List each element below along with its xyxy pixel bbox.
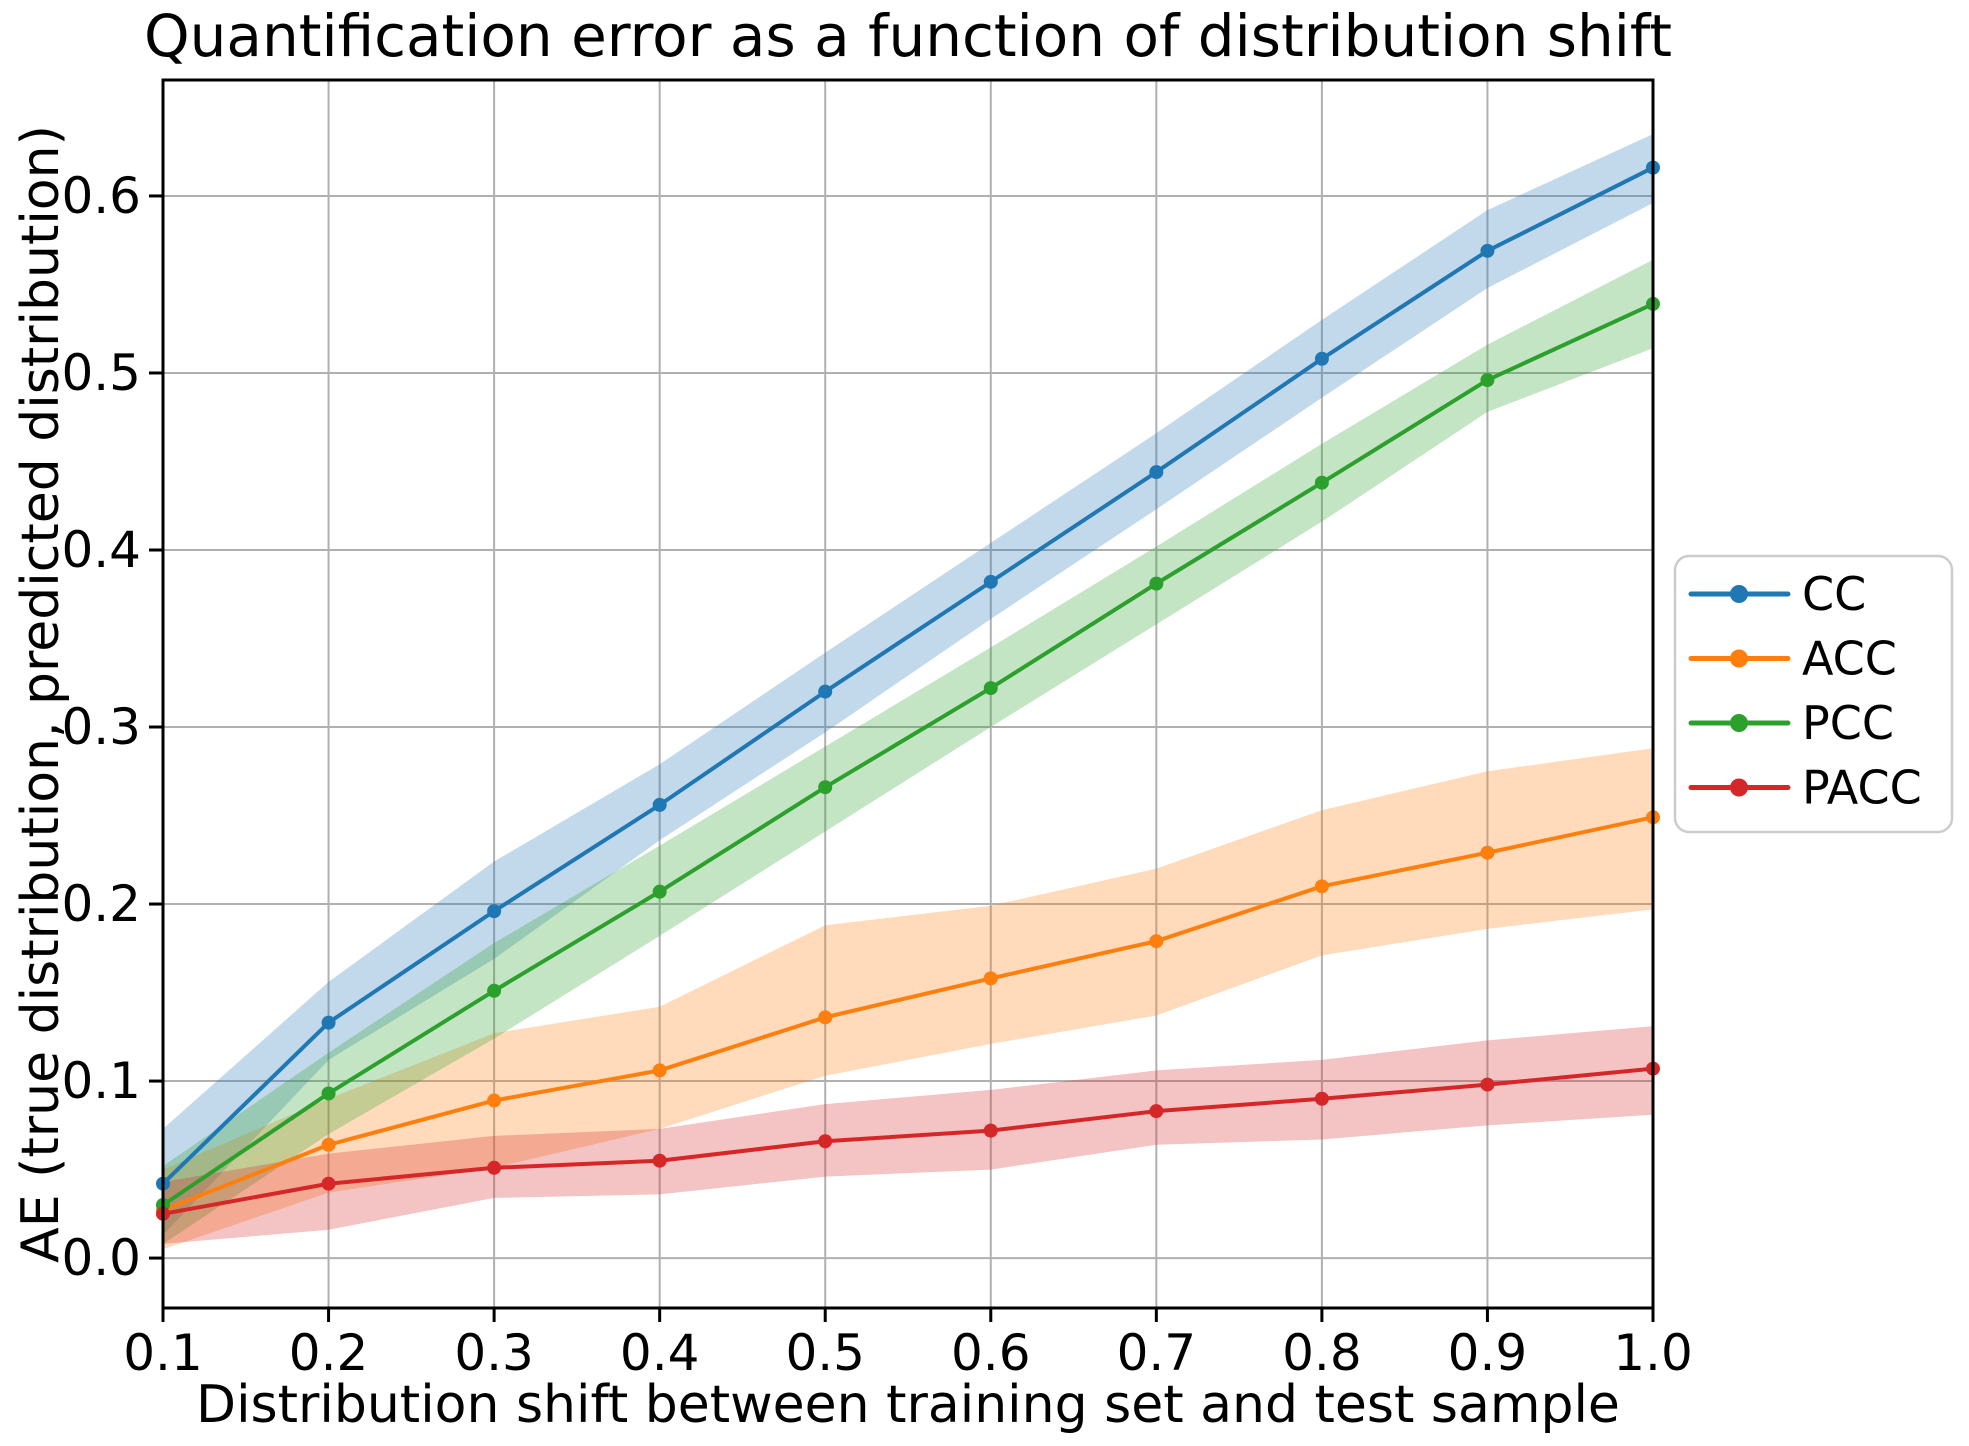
x-tick-label-0.5: 0.5 xyxy=(785,1324,865,1382)
legend-label-CC: CC xyxy=(1802,567,1866,621)
y-tick-label-0.5: 0.5 xyxy=(61,344,141,402)
marker-PCC-0.9 xyxy=(1480,373,1495,388)
marker-PACC-0.9 xyxy=(1480,1077,1495,1092)
y-tick-label-0.1: 0.1 xyxy=(61,1052,141,1110)
marker-ACC-0.6 xyxy=(983,971,998,986)
legend-box xyxy=(1673,554,1954,834)
x-tick-label-1: 1.0 xyxy=(1613,1324,1693,1382)
marker-PCC-0.5 xyxy=(818,780,833,795)
marker-PACC-0.3 xyxy=(487,1160,502,1175)
marker-ACC-0.3 xyxy=(487,1093,502,1108)
series-line-PACC xyxy=(161,1066,1655,1216)
confidence-band-CC xyxy=(163,133,1653,1236)
y-axis-label: AE (true distribution, predicted distrib… xyxy=(11,125,71,1263)
legend-label-PACC: PACC xyxy=(1802,761,1922,815)
legend-marker-CC xyxy=(1730,585,1748,603)
marker-PCC-0.3 xyxy=(487,983,502,998)
y-tick-label-0.3: 0.3 xyxy=(61,698,141,756)
x-tick-label-0.3: 0.3 xyxy=(454,1324,534,1382)
marker-PCC-0.8 xyxy=(1314,475,1329,490)
tick-layer: 0.1 0.2 0.3 0.4 0.5 0.6 0.7 0.8 0.9 1.0 0.0 0.1 0.2 0… xyxy=(61,167,1692,1382)
legend-label-PCC: PCC xyxy=(1802,696,1894,750)
marker-CC-0.5 xyxy=(818,684,833,699)
marker-ACC-0.8 xyxy=(1314,879,1329,894)
marker-PCC-0.7 xyxy=(1149,576,1164,591)
marker-PACC-0.4 xyxy=(652,1153,667,1168)
x-tick-label-0.1: 0.1 xyxy=(123,1324,203,1382)
marker-PCC-0.2 xyxy=(321,1086,336,1101)
marker-ACC-0.4 xyxy=(652,1063,667,1078)
x-axis-label: Distribution shift between training set … xyxy=(196,1375,1620,1435)
y-tick-label-0.6: 0.6 xyxy=(61,167,141,225)
marker-PCC-0.6 xyxy=(983,681,998,696)
x-tick-label-0.6: 0.6 xyxy=(951,1324,1031,1382)
series-line-ACC xyxy=(161,815,1655,1213)
legend-label-ACC: ACC xyxy=(1802,632,1897,686)
marker-CC-0.3 xyxy=(487,904,502,919)
marker-ACC-0.7 xyxy=(1149,934,1164,949)
marker-CC-0.4 xyxy=(652,797,667,812)
marker-CC-0.7 xyxy=(1149,465,1164,480)
marker-PACC-0.2 xyxy=(321,1176,336,1191)
marker-CC-0.9 xyxy=(1480,243,1495,258)
marker-CC-0.6 xyxy=(983,574,998,589)
legend: CC ACC PCC PACC xyxy=(1673,554,1954,834)
y-tick-label-0: 0.0 xyxy=(61,1229,141,1287)
x-tick-label-0.8: 0.8 xyxy=(1282,1324,1362,1382)
x-tick-label-0.7: 0.7 xyxy=(1117,1324,1197,1382)
x-tick-label-0.9: 0.9 xyxy=(1448,1324,1528,1382)
x-tick-label-0.4: 0.4 xyxy=(620,1324,700,1382)
legend-marker-ACC xyxy=(1730,649,1748,668)
marker-CC-0.8 xyxy=(1314,351,1329,366)
axes-spines xyxy=(161,78,1655,1310)
chart-title: Quantification error as a function of di… xyxy=(144,2,1672,70)
marker-ACC-0.2 xyxy=(321,1137,336,1152)
series-line-CC xyxy=(161,165,1655,1186)
marker-PACC-0.6 xyxy=(983,1123,998,1138)
y-tick-label-0.2: 0.2 xyxy=(61,875,141,933)
series-line-PCC xyxy=(161,301,1655,1207)
marker-PCC-0.4 xyxy=(652,884,667,899)
marker-ACC-0.5 xyxy=(818,1010,833,1025)
plot-border xyxy=(161,78,1655,1310)
marker-PACC-0.7 xyxy=(1149,1104,1164,1119)
y-tick-label-0.4: 0.4 xyxy=(61,521,141,579)
marker-PACC-0.5 xyxy=(818,1134,833,1149)
legend-marker-PACC xyxy=(1730,778,1748,797)
marker-ACC-0.9 xyxy=(1480,845,1495,860)
x-tick-label-0.2: 0.2 xyxy=(289,1324,369,1382)
marker-PACC-0.8 xyxy=(1314,1091,1329,1106)
legend-marker-PCC xyxy=(1730,714,1748,732)
marker-CC-0.2 xyxy=(321,1015,336,1030)
